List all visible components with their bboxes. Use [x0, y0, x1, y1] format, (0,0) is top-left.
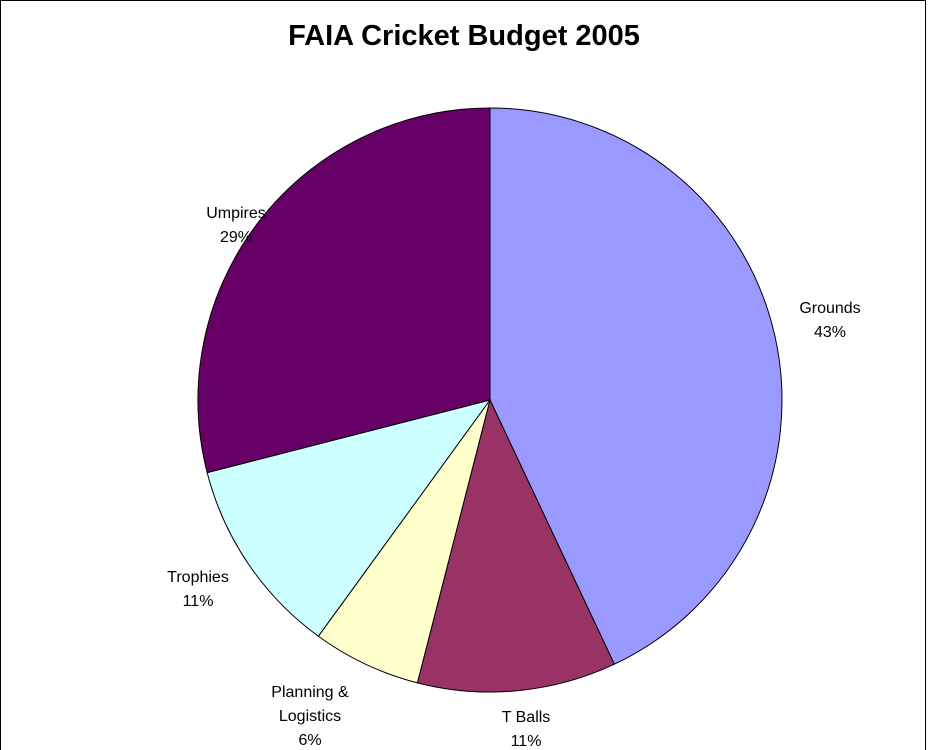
data-label-grounds: Grounds 43% [799, 300, 860, 341]
pie-labels: Grounds 43% T Balls 11% Planning & Logistics 6… [167, 205, 861, 750]
data-label-t-balls: T Balls 11% [502, 709, 551, 750]
pie-slice-grounds [489, 107, 783, 665]
pie-slices [197, 107, 783, 693]
pie-slice-t-balls [416, 398, 615, 693]
pie-slice-trophies [206, 399, 492, 637]
data-label-planning-logistics: Planning & Logistics 6% [271, 684, 349, 749]
pie-slice-umpires [197, 107, 491, 474]
chart-title: FAIA Cricket Budget 2005 [288, 20, 640, 52]
data-label-umpires: Umpires 29% [206, 205, 266, 246]
data-label-trophies: Trophies 11% [167, 569, 229, 610]
